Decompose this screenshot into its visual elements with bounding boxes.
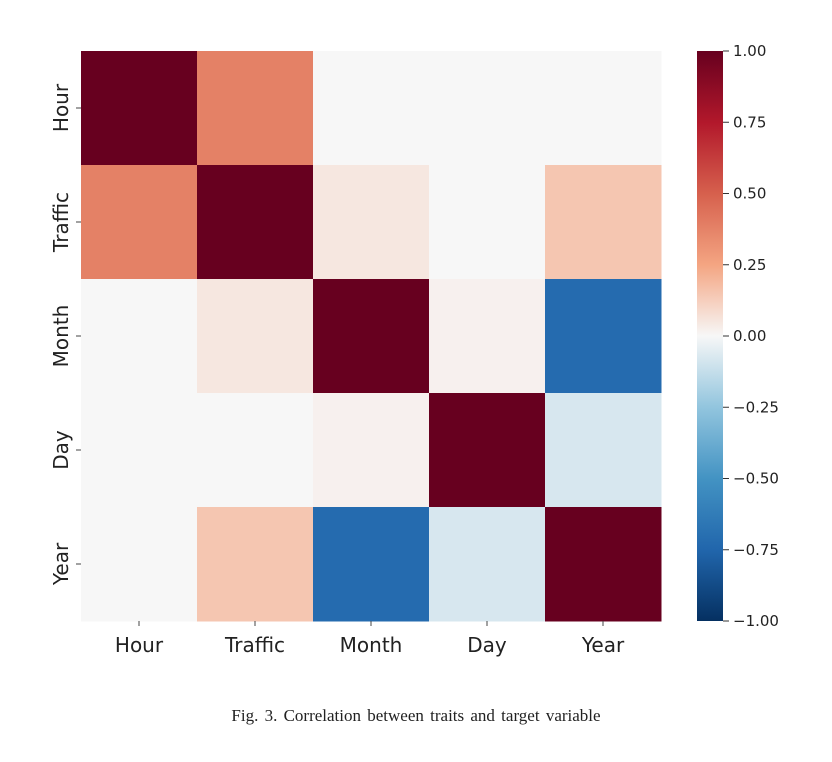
heatmap-cell bbox=[429, 279, 546, 394]
colorbar-ticks: 1.00 0.75 0.50 0.25 0.00 −0.25 −0.50 −0.75 −1.00 bbox=[723, 42, 779, 630]
heatmap-cell bbox=[81, 279, 198, 394]
colorbar-tick-label: 0.00 bbox=[733, 327, 766, 345]
colorbar-tick-label: 0.75 bbox=[733, 113, 766, 131]
heatmap-cell bbox=[197, 51, 314, 166]
x-tick-label: Hour bbox=[115, 633, 164, 657]
y-axis-labels: Hour Traffic Month Day Year bbox=[49, 83, 81, 586]
heatmap-cell bbox=[81, 51, 198, 166]
heatmap-cell bbox=[545, 507, 662, 622]
x-tick-label: Year bbox=[581, 633, 625, 657]
colorbar-tick-label: −0.50 bbox=[733, 470, 779, 488]
colorbar-tick-label: −0.75 bbox=[733, 541, 779, 559]
x-tick-label: Traffic bbox=[224, 633, 285, 657]
heatmap-cell bbox=[545, 51, 662, 166]
colorbar-tick-label: 0.25 bbox=[733, 256, 766, 274]
y-tick-label: Traffic bbox=[49, 192, 73, 253]
colorbar-tick-label: 0.50 bbox=[733, 185, 766, 203]
heatmap-cell bbox=[313, 393, 430, 508]
figure-caption: Fig. 3. Correlation between traits and t… bbox=[231, 706, 601, 725]
heatmap-cell bbox=[81, 393, 198, 508]
colorbar bbox=[697, 51, 723, 621]
heatmap-cell bbox=[429, 165, 546, 280]
correlation-heatmap-figure: Hour Traffic Month Day Year Hour Traffic Month… bbox=[49, 42, 779, 657]
heatmap-cell bbox=[81, 165, 198, 280]
heatmap-cell bbox=[545, 165, 662, 280]
heatmap-cell bbox=[545, 279, 662, 394]
heatmap-cell bbox=[197, 507, 314, 622]
heatmap-cell bbox=[313, 507, 430, 622]
colorbar-tick-label: −0.25 bbox=[733, 398, 779, 416]
heatmap-cell bbox=[197, 279, 314, 394]
y-tick-label: Hour bbox=[49, 83, 73, 132]
heatmap-cell bbox=[81, 507, 198, 622]
heatmap-cell bbox=[429, 51, 546, 166]
heatmap-cell bbox=[197, 393, 314, 508]
heatmap-cells bbox=[81, 51, 662, 622]
x-axis-labels: Hour Traffic Month Day Year bbox=[115, 621, 625, 657]
y-tick-label: Year bbox=[49, 542, 73, 586]
heatmap-cell bbox=[429, 507, 546, 622]
heatmap-cell bbox=[313, 279, 430, 394]
heatmap-cell bbox=[313, 51, 430, 166]
x-tick-label: Day bbox=[467, 633, 507, 657]
heatmap-cell bbox=[313, 165, 430, 280]
heatmap-cell bbox=[197, 165, 314, 280]
y-tick-label: Month bbox=[49, 305, 73, 368]
colorbar-tick-label: −1.00 bbox=[733, 612, 779, 630]
heatmap-cell bbox=[429, 393, 546, 508]
y-tick-label: Day bbox=[49, 430, 73, 470]
colorbar-gradient bbox=[697, 51, 723, 621]
x-tick-label: Month bbox=[340, 633, 403, 657]
colorbar-tick-label: 1.00 bbox=[733, 42, 766, 60]
heatmap-cell bbox=[545, 393, 662, 508]
